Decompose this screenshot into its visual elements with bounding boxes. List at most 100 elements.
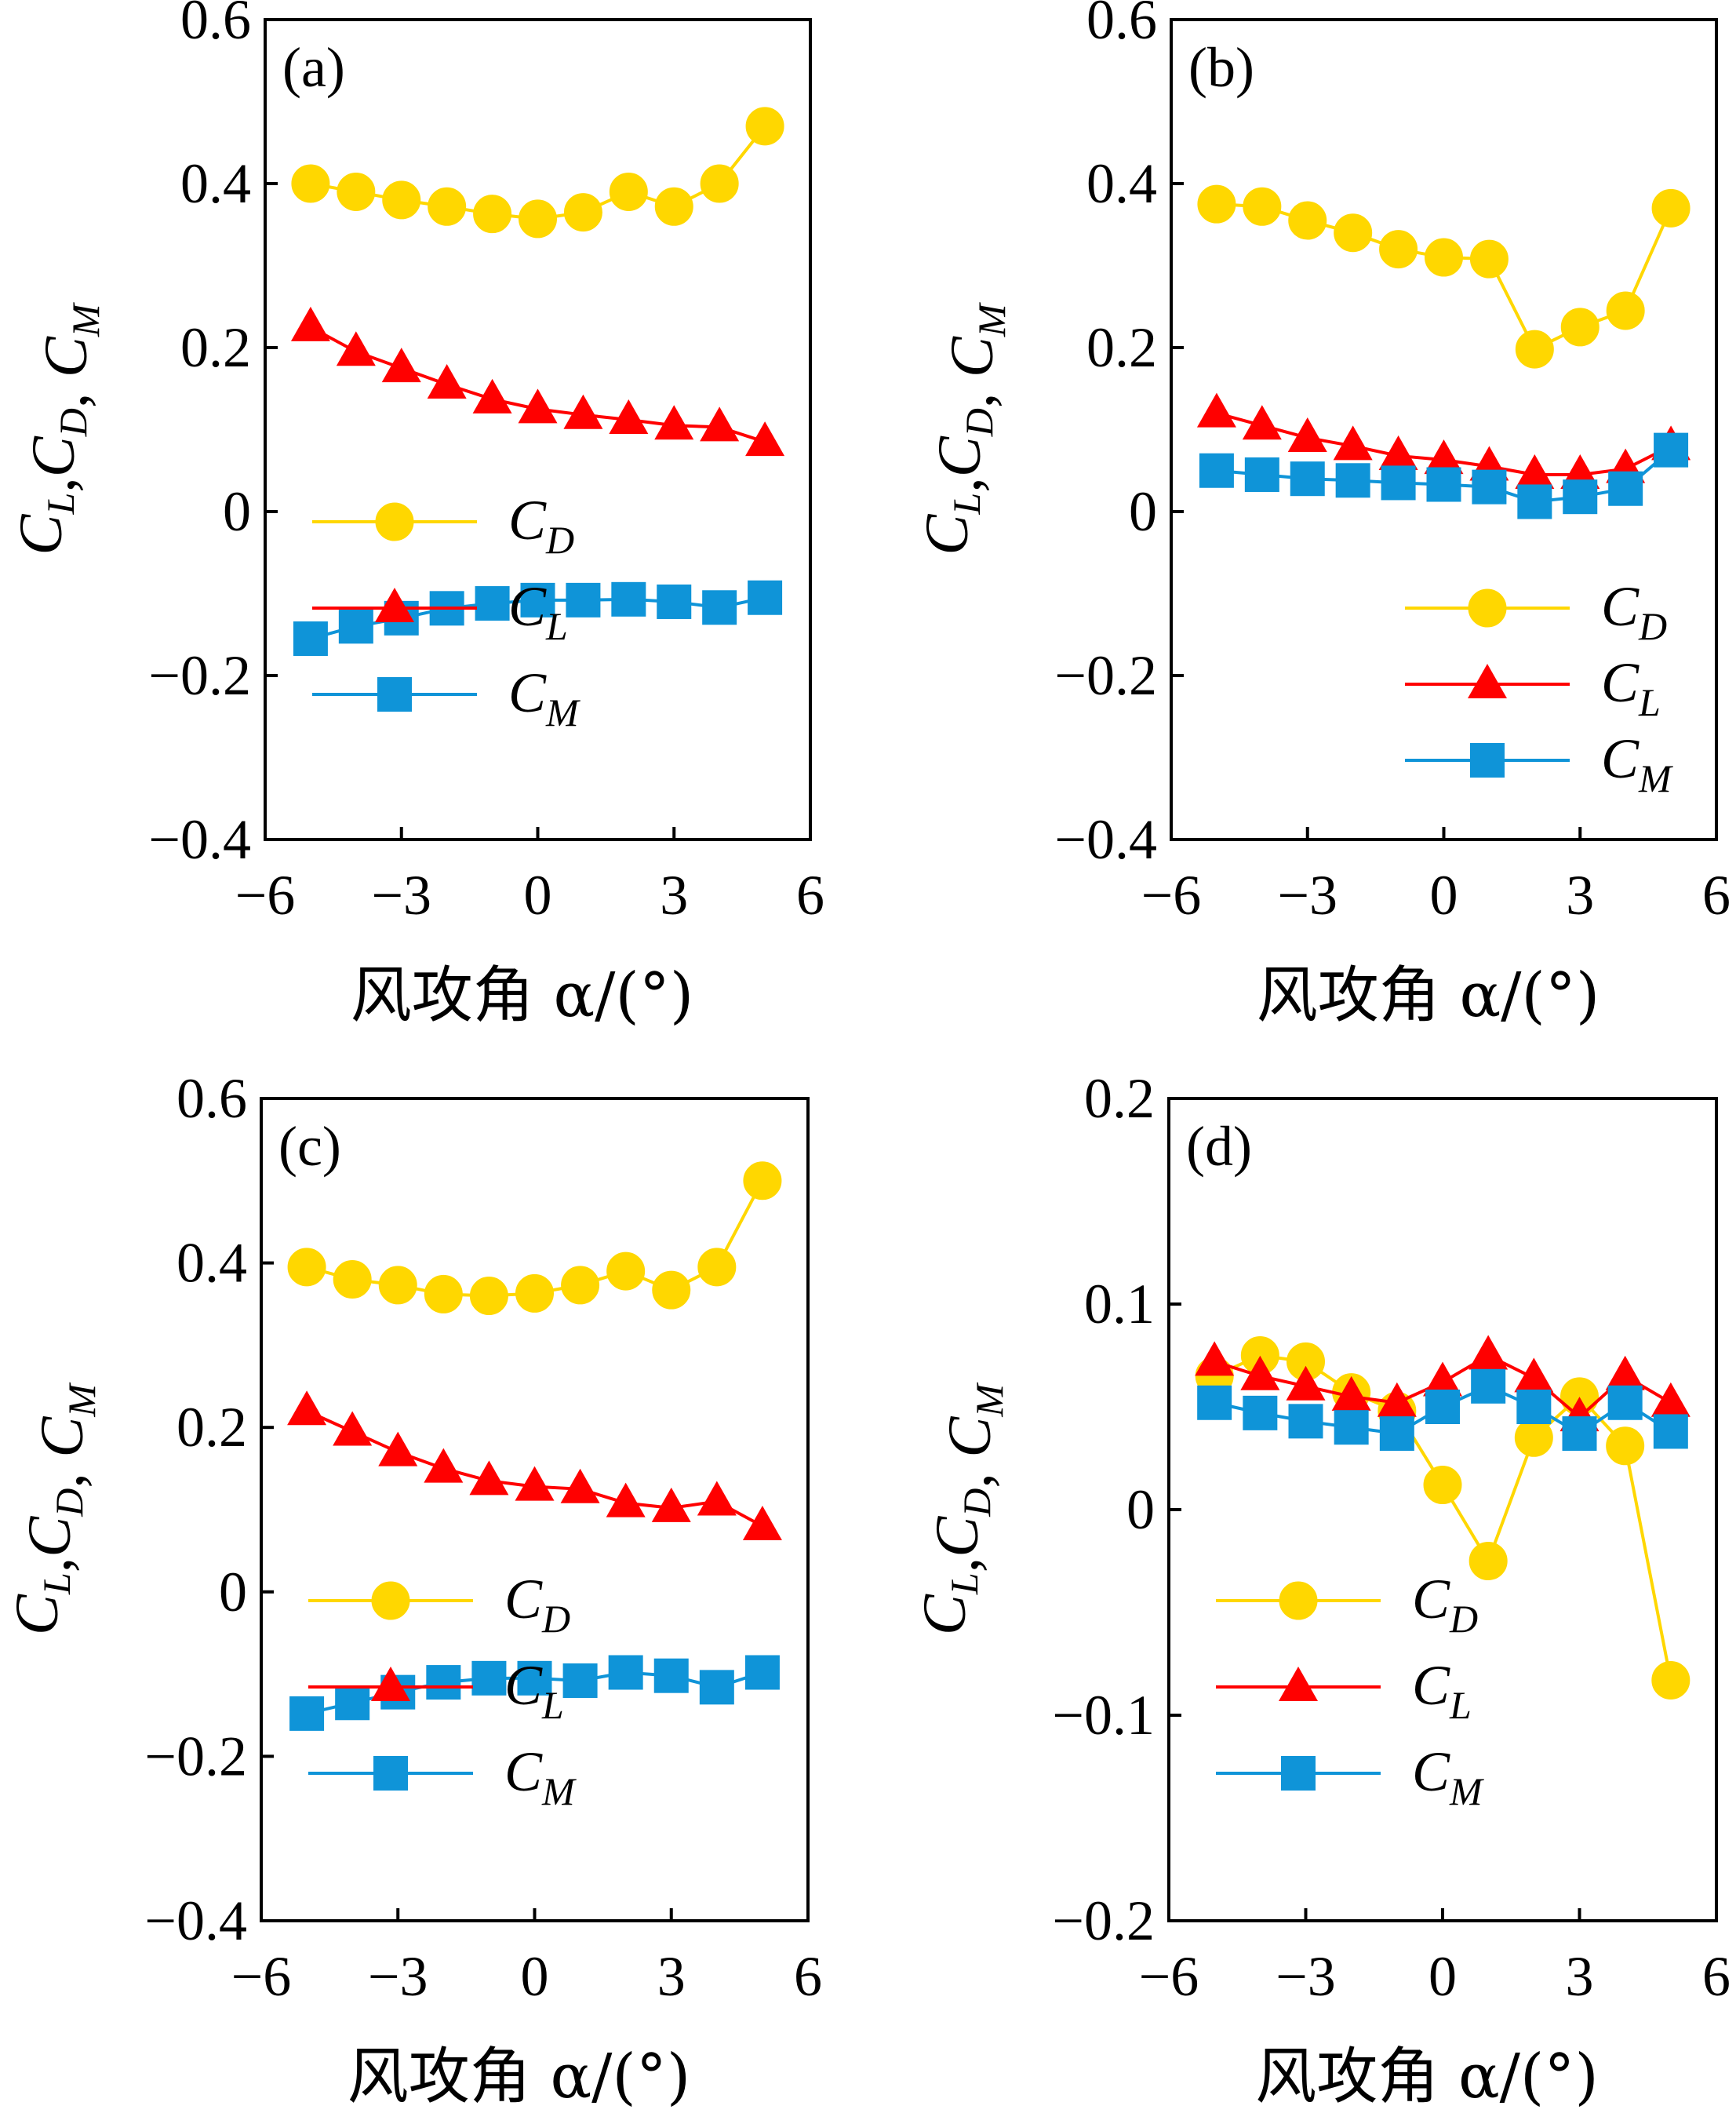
data-point-CD	[743, 1161, 782, 1200]
data-point-CD	[1288, 201, 1327, 240]
data-point-CM	[1563, 479, 1598, 515]
series-CL	[287, 1390, 782, 1540]
data-point-CM	[1244, 457, 1279, 492]
y-tick-label: −0.4	[148, 808, 251, 871]
data-point-CD	[378, 1266, 417, 1305]
data-point-CL	[1333, 425, 1373, 461]
data-point-CD	[469, 1277, 508, 1316]
data-point-CL	[1650, 1382, 1691, 1417]
data-point-CD	[563, 193, 602, 232]
data-point-CL	[1515, 454, 1555, 489]
data-point-CL	[336, 331, 376, 366]
x-tick-label: −3	[1276, 1945, 1336, 2008]
data-point-CM	[293, 621, 328, 656]
data-point-CM	[1197, 1385, 1232, 1420]
legend-marker-CM	[1281, 1756, 1316, 1791]
data-point-CM	[1472, 469, 1507, 505]
data-point-CD	[1197, 184, 1236, 224]
x-axis-label: 风攻角 α/(°)	[348, 2042, 691, 2112]
y-tick-label: 0.4	[1086, 152, 1157, 215]
y-tick-label: −0.4	[1054, 808, 1157, 871]
data-point-CM	[1379, 1416, 1414, 1452]
data-point-CD	[1469, 239, 1509, 279]
y-tick-label: 0.2	[1084, 1067, 1155, 1130]
data-point-CL	[1240, 1355, 1280, 1390]
data-point-CD	[287, 1248, 326, 1287]
x-tick-label: 6	[1702, 1945, 1731, 2008]
data-point-CL	[378, 1431, 418, 1466]
data-point-CM	[608, 1655, 643, 1690]
y-tick-label: −0.4	[144, 1889, 247, 1952]
data-point-CM	[1471, 1368, 1506, 1404]
legend-label-CL: CL	[1412, 1654, 1472, 1727]
chart-panel-a: −6 −3 0 3 6 −0.4 −0.2 0 0.2 0.4 0.6 (a) 风攻角 α/(°) CL,…	[6, 0, 824, 1031]
data-point-CL	[560, 1468, 600, 1503]
y-tick-label: 0.6	[180, 0, 251, 51]
data-point-CD	[1560, 308, 1600, 347]
series-CD	[1197, 184, 1691, 369]
data-point-CL	[1287, 417, 1327, 452]
data-point-CL	[1377, 1382, 1417, 1417]
x-tick-label: −3	[368, 1945, 428, 2008]
data-point-CL	[1196, 392, 1236, 428]
x-tick-label: 0	[1430, 864, 1458, 927]
legend-marker-CD	[1279, 1581, 1318, 1620]
data-point-CM	[1516, 1390, 1552, 1424]
data-point-CD	[1379, 230, 1418, 269]
data-point-CL	[287, 1390, 327, 1426]
data-point-CD	[515, 1273, 554, 1313]
data-point-CD	[473, 195, 512, 234]
data-point-CL	[1605, 1355, 1645, 1390]
data-point-CM	[1653, 1414, 1688, 1449]
data-point-CM	[1288, 1404, 1323, 1439]
y-tick-label: −0.2	[1052, 1889, 1155, 1952]
legend-marker-CD	[375, 502, 414, 541]
y-tick-label: −0.2	[148, 644, 251, 707]
series-CM	[1197, 1368, 1688, 1452]
legend-label-CD: CD	[1412, 1568, 1478, 1641]
y-tick-label: −0.2	[1054, 644, 1157, 707]
y-axis-label: CL,CD, CM	[2, 1383, 104, 1636]
data-point-CM	[1243, 1395, 1278, 1430]
x-tick-label: 0	[1428, 1945, 1457, 2008]
series-CM	[1199, 432, 1689, 519]
data-point-CM	[562, 1663, 598, 1698]
y-axis-label: CL,CD, CM	[910, 1383, 1011, 1636]
data-point-CD	[697, 1248, 737, 1287]
legend-marker-CL	[371, 1667, 410, 1701]
y-tick-label: 0.2	[1086, 316, 1157, 379]
data-point-CL	[700, 406, 740, 442]
data-point-CM	[657, 584, 692, 619]
data-point-CD	[652, 1270, 691, 1310]
data-point-CL	[1469, 1335, 1509, 1370]
legend-label-CD: CD	[504, 1568, 570, 1641]
legend-label-CD: CD	[508, 489, 574, 562]
data-point-CD	[606, 1251, 646, 1291]
series-CM	[289, 1655, 780, 1731]
legend-marker-CL	[1279, 1667, 1318, 1701]
data-point-CL	[609, 399, 649, 434]
data-point-CL	[1423, 1361, 1462, 1397]
legend-label-CM: CM	[508, 661, 580, 734]
data-point-CM	[1562, 1416, 1597, 1452]
legend-label-CM: CM	[1601, 727, 1673, 800]
data-point-CL	[290, 306, 330, 341]
data-point-CM	[653, 1658, 689, 1693]
data-point-CD	[1334, 213, 1373, 253]
legend-label-CL: CL	[508, 575, 568, 648]
data-point-CD	[1514, 1418, 1553, 1457]
data-point-CM	[1517, 484, 1552, 519]
data-point-CM	[1607, 1385, 1643, 1420]
data-point-CL	[1331, 1375, 1371, 1411]
data-point-CL	[1424, 439, 1464, 475]
legend-label-CL: CL	[1601, 651, 1661, 724]
data-point-CD	[424, 1274, 463, 1313]
data-point-CL	[606, 1482, 646, 1517]
y-tick-label: 0	[1126, 1478, 1155, 1541]
data-point-CM	[611, 581, 646, 617]
panel-label: (a)	[282, 36, 345, 99]
legend-marker-CM	[373, 1756, 408, 1791]
data-point-CM	[1425, 1390, 1460, 1424]
chart-panel-c: −6 −3 0 3 6 −0.4 −0.2 0 0.2 0.4 0.6 (c) 风攻角 α/(°) CL,…	[2, 1067, 822, 2112]
legend: CD CL CM	[1216, 1568, 1484, 1813]
